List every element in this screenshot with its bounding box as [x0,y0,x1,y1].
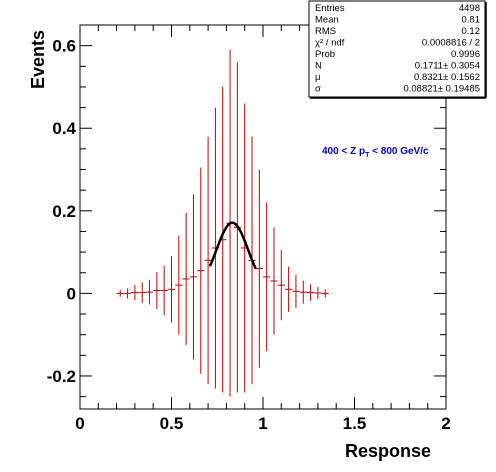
histogram-point [204,136,212,385]
y-tick-label: 0.6 [52,37,76,56]
kinematic-annotation: 400 < Z pT < 800 GeV/c [322,146,429,159]
histogram-point [175,235,183,335]
histogram-point [182,212,190,345]
histogram-point [123,288,132,299]
histogram-point [314,286,322,300]
stats-value: 0.1711± 0.3054 [415,61,480,72]
histogram-series [116,49,329,397]
x-tick-label: 2 [441,414,450,433]
stats-label: Entries [315,3,345,14]
gaussian-fit [208,221,257,270]
stats-value: 0.0008816 / 2 [422,38,480,49]
annotation-prefix: 400 < Z p [322,146,365,157]
histogram-point [255,169,263,368]
histogram-point [306,284,315,301]
y-tick-label: 0 [67,284,76,303]
y-tick-label: 0.4 [52,119,76,138]
histogram-point [270,227,278,335]
histogram-point [299,280,307,304]
histogram-point [153,271,161,310]
stats-value: 0.8321± 0.1562 [414,72,480,83]
annotation-sub: T [365,152,370,159]
x-tick-label: 0.5 [160,414,184,433]
histogram-point [197,167,205,374]
histogram-point [277,250,285,321]
stats-label: χ² / ndf [315,38,345,49]
histogram-point [189,194,198,360]
stats-label: Prob [315,49,335,60]
stats-label: RMS [315,26,336,37]
histogram-point [138,282,146,303]
histogram-point [167,256,176,323]
annotation-suffix: < 800 GeV/c [369,146,429,157]
histogram-point [116,290,124,297]
histogram-point [131,285,139,300]
axis-tick-labels: 0 0.5 1 1.5 2 -0.2 0 0.2 0.4 0.6 [47,37,451,433]
x-tick-label: 1.5 [343,414,367,433]
y-axis-title: Events [28,30,48,89]
stats-value: 0.81 [462,15,481,26]
histogram-point [263,202,271,352]
stats-label: σ [315,84,321,95]
fit-curve [208,221,257,270]
stats-label: N [315,61,322,72]
histogram-point [321,289,329,298]
stats-value: 0.9996 [451,49,480,60]
y-tick-label: -0.2 [47,367,76,386]
histogram-point [292,274,300,308]
histogram-point [160,265,168,316]
stats-value: 0.08821± 0.19485 [403,84,480,95]
histogram-point [284,266,293,312]
stats-label: Mean [315,15,339,26]
x-tick-label: 1 [258,414,267,433]
stats-box-frame [308,0,486,98]
stats-value: 4498 [459,3,480,14]
stats-value: 0.12 [462,26,481,37]
histogram-point [145,279,154,305]
x-axis-title: Response [345,441,431,461]
stats-box: Entries 4498 Mean 0.81 RMS 0.12 χ² / ndf 0.0008… [308,0,487,99]
x-tick-label: 0 [75,414,84,433]
y-tick-label: 0.2 [52,202,76,221]
stats-label: μ [315,72,320,83]
